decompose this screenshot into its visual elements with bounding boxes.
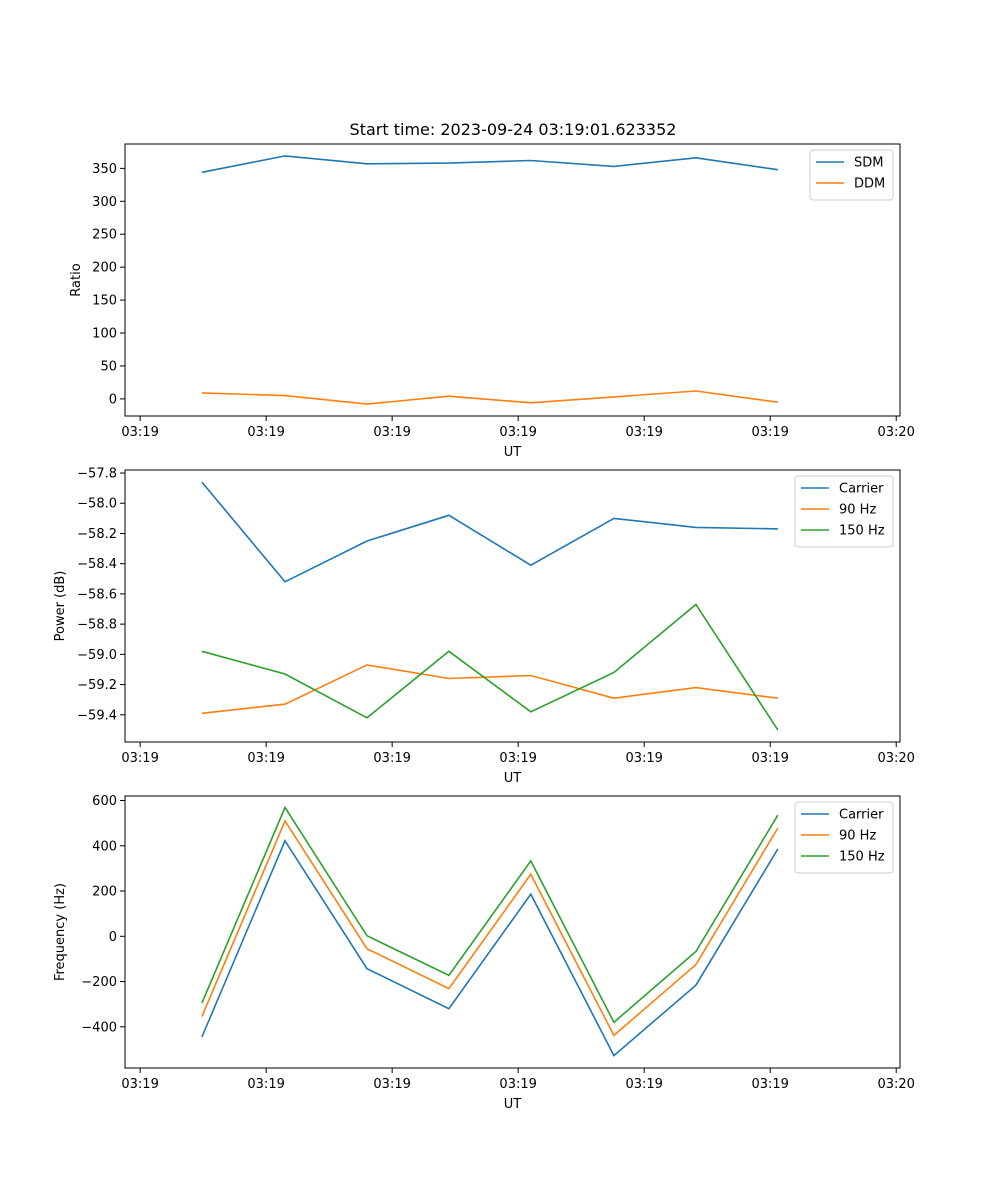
y-tick-label: −58.0 <box>77 497 117 512</box>
x-tick-label: 03:19 <box>121 425 158 440</box>
x-tick-label: 03:20 <box>877 751 914 766</box>
chart-panel-3: 03:19 03:19 03:19 03:19 03:19 03:19 03:20 600 40… <box>53 794 915 1112</box>
legend-label: 150 Hz <box>839 524 885 539</box>
legend-label: 90 Hz <box>839 503 876 518</box>
x-tick-label: 03:19 <box>247 425 284 440</box>
y-tick-label: −58.2 <box>77 527 117 542</box>
series-line-90-hz <box>201 664 778 715</box>
y-axis-label: Ratio <box>69 263 84 296</box>
plot-area-frame <box>124 469 901 743</box>
legend-label: Carrier <box>839 482 884 497</box>
y-axis-label: Power (dB) <box>53 571 68 642</box>
plot-area-frame <box>124 795 901 1069</box>
series-line-carrier <box>201 481 778 583</box>
y-tick-label: 0 <box>109 930 117 945</box>
legend-label: Carrier <box>839 808 884 823</box>
x-tick-label: 03:19 <box>751 425 788 440</box>
series-line-carrier <box>201 839 779 1057</box>
y-tick-label: −58.4 <box>77 557 117 572</box>
y-tick-label: −59.2 <box>77 678 117 693</box>
x-tick-label: 03:20 <box>877 1077 914 1092</box>
x-tick-label: 03:19 <box>751 751 788 766</box>
series-line-150-hz <box>201 603 779 731</box>
legend-label: SDM <box>854 156 883 171</box>
chart-panel-2: 03:19 03:19 03:19 03:19 03:19 03:19 03:20 −57.8… <box>53 467 915 786</box>
x-tick-label: 03:19 <box>499 751 536 766</box>
legend-label: 150 Hz <box>839 850 885 865</box>
y-tick-label: −400 <box>81 1020 117 1035</box>
y-tick-label: 300 <box>92 195 117 210</box>
y-tick-label: 400 <box>92 839 117 854</box>
legend-label: DDM <box>854 177 885 192</box>
x-tick-label: 03:19 <box>121 751 158 766</box>
y-tick-label: 100 <box>92 327 117 342</box>
x-tick-label: 03:19 <box>373 1077 410 1092</box>
x-tick-label: 03:20 <box>877 425 914 440</box>
y-tick-label: 0 <box>109 392 117 407</box>
y-tick-label: 600 <box>92 794 117 809</box>
series-line-90-hz <box>201 819 779 1037</box>
x-tick-label: 03:19 <box>247 751 284 766</box>
y-tick-label: 200 <box>92 261 117 276</box>
x-tick-label: 03:19 <box>625 1077 662 1092</box>
x-axis-label: UT <box>504 771 522 786</box>
x-axis-label: UT <box>504 1097 522 1112</box>
y-tick-label: −58.6 <box>77 587 117 602</box>
series-line-ddm <box>201 390 778 405</box>
y-tick-label: 200 <box>92 885 117 900</box>
y-tick-label: −59.0 <box>77 648 117 663</box>
x-tick-label: 03:19 <box>625 425 662 440</box>
y-tick-label: −59.4 <box>77 708 117 723</box>
y-tick-label: 250 <box>92 228 117 243</box>
x-tick-label: 03:19 <box>121 1077 158 1092</box>
x-tick-label: 03:19 <box>499 425 536 440</box>
x-tick-label: 03:19 <box>751 1077 788 1092</box>
y-tick-label: −200 <box>81 975 117 990</box>
chart-panel-1: 03:19 03:19 03:19 03:19 03:19 03:19 03:20 0 50 10… <box>69 143 915 460</box>
x-tick-label: 03:19 <box>373 425 410 440</box>
legend-label: 90 Hz <box>839 829 876 844</box>
x-tick-label: 03:19 <box>499 1077 536 1092</box>
y-tick-label: 150 <box>92 294 117 309</box>
x-axis-label: UT <box>504 445 522 460</box>
x-tick-label: 03:19 <box>373 751 410 766</box>
y-tick-label: −57.8 <box>77 467 117 482</box>
series-line-150-hz <box>201 805 779 1024</box>
series-line-sdm <box>201 155 778 174</box>
x-tick-label: 03:19 <box>625 751 662 766</box>
y-axis-label: Frequency (Hz) <box>53 883 68 981</box>
plot-area-frame <box>124 143 901 417</box>
y-tick-label: −58.8 <box>77 618 117 633</box>
figure-title: Start time: 2023-09-24 03:19:01.623352 <box>350 120 677 139</box>
y-tick-label: 350 <box>92 162 117 177</box>
x-tick-label: 03:19 <box>247 1077 284 1092</box>
y-tick-label: 50 <box>100 359 117 374</box>
